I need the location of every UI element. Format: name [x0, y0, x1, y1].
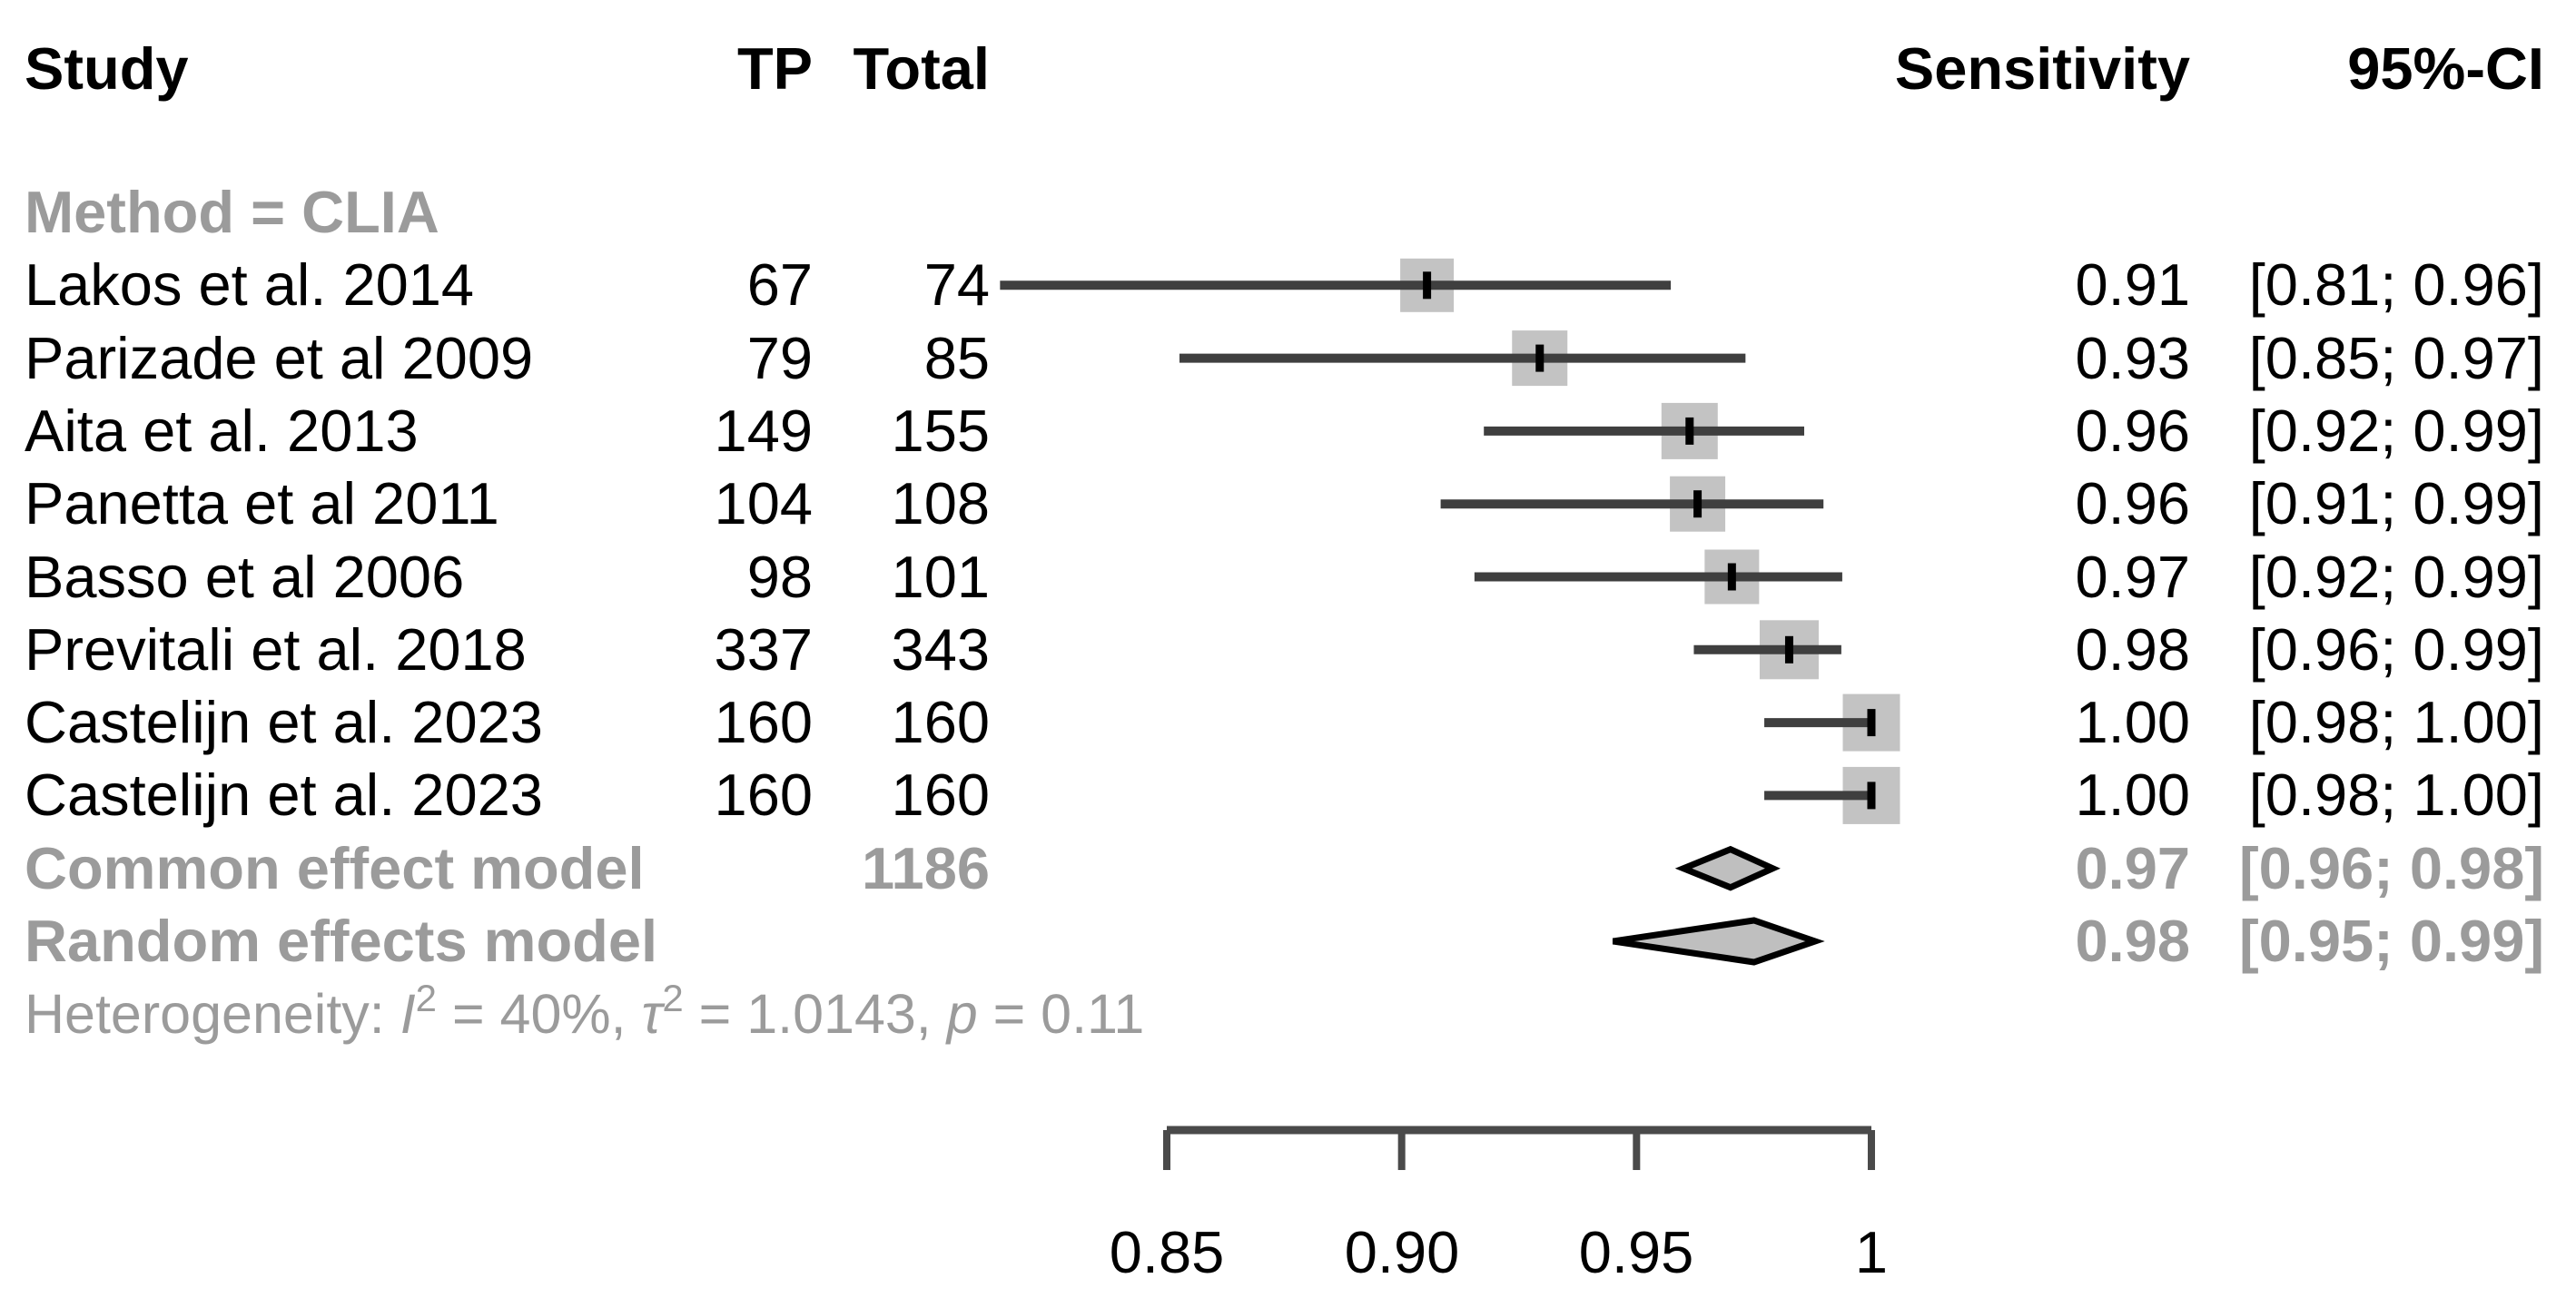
- column-header-total: Total: [853, 35, 990, 102]
- study-sensitivity: 0.96: [2075, 470, 2190, 536]
- summary-sensitivity: 0.97: [2075, 835, 2190, 901]
- study-name: Lakos et al. 2014: [25, 251, 475, 318]
- column-header-tp: TP: [736, 35, 813, 102]
- study-sensitivity: 1.00: [2075, 762, 2190, 828]
- heterogeneity-note-segment: τ: [641, 983, 663, 1045]
- study-name: Basso et al 2006: [25, 544, 465, 610]
- study-sensitivity: 0.96: [2075, 398, 2190, 464]
- summary-total: 1186: [861, 835, 990, 901]
- study-total: 101: [891, 544, 990, 610]
- study-name: Parizade et al 2009: [25, 325, 534, 391]
- point-estimate-tick: [1727, 563, 1736, 591]
- study-total: 343: [891, 616, 990, 683]
- heterogeneity-note-segment: 2: [662, 977, 684, 1019]
- column-header-ci: 95%-CI: [2347, 35, 2544, 102]
- point-estimate-tick: [1685, 417, 1694, 445]
- study-name: Previtali et al. 2018: [25, 616, 527, 683]
- point-estimate-tick: [1423, 271, 1432, 300]
- study-tp: 98: [746, 544, 813, 610]
- heterogeneity-note-segment: p: [946, 983, 978, 1045]
- study-sensitivity: 1.00: [2075, 689, 2190, 755]
- study-ci: [0.98; 1.00]: [2248, 689, 2544, 755]
- column-header-study: Study: [25, 35, 189, 102]
- study-tp: 104: [714, 470, 813, 536]
- study-tp: 79: [746, 325, 813, 391]
- study-ci: [0.92; 0.99]: [2248, 398, 2544, 464]
- study-total: 160: [891, 762, 990, 828]
- study-total: 74: [923, 251, 990, 318]
- heterogeneity-note-segment: = 1.0143,: [683, 983, 947, 1045]
- summary-ci: [0.96; 0.98]: [2238, 835, 2544, 901]
- study-tp: 149: [714, 398, 813, 464]
- study-sensitivity: 0.98: [2075, 616, 2190, 683]
- x-axis-tick-label: 0.85: [1109, 1219, 1225, 1285]
- study-sensitivity: 0.97: [2075, 544, 2190, 610]
- column-header-sensitivity: Sensitivity: [1894, 35, 2190, 102]
- x-axis-tick-label: 0.90: [1344, 1219, 1460, 1285]
- study-total: 108: [891, 470, 990, 536]
- x-axis-tick-label: 0.95: [1578, 1219, 1694, 1285]
- heterogeneity-note-segment: 2: [415, 977, 437, 1019]
- summary-sensitivity: 0.98: [2075, 908, 2190, 974]
- study-ci: [0.96; 0.99]: [2248, 616, 2544, 683]
- study-ci: [0.91; 0.99]: [2248, 470, 2544, 536]
- study-tp: 160: [714, 689, 813, 755]
- heterogeneity-note: Heterogeneity: I2 = 40%, τ2 = 1.0143, p …: [25, 977, 1659, 1050]
- study-ci: [0.81; 0.96]: [2248, 251, 2544, 318]
- study-total: 160: [891, 689, 990, 755]
- study-total: 85: [923, 325, 990, 391]
- study-name: Castelijn et al. 2023: [25, 762, 543, 828]
- point-estimate-tick: [1784, 635, 1793, 664]
- study-total: 155: [891, 398, 990, 464]
- summary-ci: [0.95; 0.99]: [2238, 908, 2544, 974]
- point-estimate-tick: [1867, 782, 1876, 810]
- pooled-estimate-diamond: [1612, 917, 1825, 966]
- heterogeneity-note-segment: I: [400, 983, 416, 1045]
- summary-name: Random effects model: [25, 908, 658, 974]
- point-estimate-tick: [1867, 709, 1876, 737]
- study-name: Castelijn et al. 2023: [25, 689, 543, 755]
- subgroup-label: Method = CLIA: [25, 179, 439, 245]
- heterogeneity-note-segment: Heterogeneity:: [25, 983, 400, 1045]
- x-axis-tick-label: 1: [1854, 1219, 1889, 1285]
- study-sensitivity: 0.93: [2075, 325, 2190, 391]
- study-sensitivity: 0.91: [2075, 251, 2190, 318]
- summary-name: Common effect model: [25, 835, 645, 901]
- study-name: Aita et al. 2013: [25, 398, 419, 464]
- pooled-estimate-diamond: [1674, 845, 1781, 891]
- point-estimate-tick: [1535, 344, 1545, 372]
- study-tp: 67: [746, 251, 813, 318]
- study-ci: [0.98; 1.00]: [2248, 762, 2544, 828]
- point-estimate-tick: [1693, 490, 1703, 518]
- study-tp: 160: [714, 762, 813, 828]
- study-tp: 337: [714, 616, 813, 683]
- study-ci: [0.85; 0.97]: [2248, 325, 2544, 391]
- study-name: Panetta et al 2011: [25, 470, 499, 536]
- study-ci: [0.92; 0.99]: [2248, 544, 2544, 610]
- heterogeneity-note-segment: = 0.11: [977, 983, 1145, 1045]
- heterogeneity-note-segment: = 40%,: [437, 983, 642, 1045]
